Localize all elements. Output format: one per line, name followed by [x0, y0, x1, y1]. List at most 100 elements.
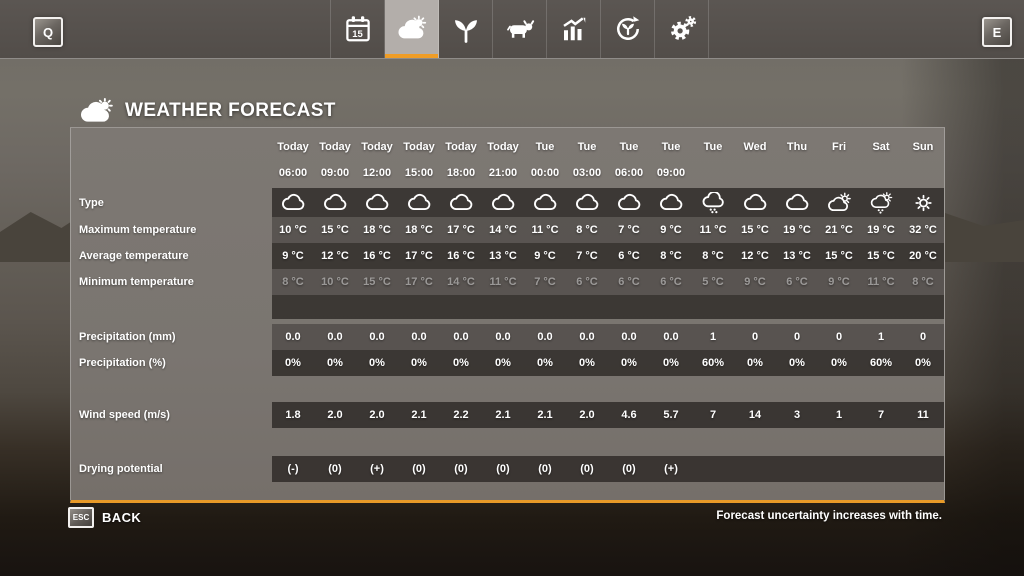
- row-label: Precipitation (mm): [79, 331, 176, 343]
- weather-cloud-icon: [608, 188, 650, 217]
- back-label: BACK: [102, 510, 142, 525]
- column-time-header: 03:00: [572, 167, 602, 179]
- forecast-cell: 0.0: [495, 331, 511, 343]
- weather-cloud-icon: [734, 188, 776, 217]
- tab-statistics[interactable]: [547, 0, 601, 58]
- forecast-cell: 0%: [495, 357, 511, 369]
- forecast-cell: 7 °C: [534, 276, 556, 288]
- forecast-cell: 0%: [579, 357, 595, 369]
- forecast-cell: 15 °C: [867, 250, 895, 262]
- forecast-cell: 2.2: [453, 409, 469, 421]
- forecast-cell: 18 °C: [363, 224, 391, 236]
- page-title: WEATHER FORECAST: [125, 100, 336, 121]
- forecast-cell: [818, 456, 860, 482]
- tab-plants[interactable]: [439, 0, 493, 58]
- tab-animals[interactable]: [493, 0, 547, 58]
- forecast-cell: [776, 456, 818, 482]
- forecast-cell: 0.0: [663, 331, 679, 343]
- tab-growth[interactable]: [601, 0, 655, 58]
- weather-cloud-icon: [272, 188, 314, 217]
- column-day-header: Today: [319, 141, 351, 153]
- forecast-cell: 0%: [747, 357, 763, 369]
- forecast-cell: 1: [877, 331, 885, 343]
- column-time-header: [734, 160, 776, 186]
- weather-cloud-icon: [650, 188, 692, 217]
- forecast-cell: 15 °C: [741, 224, 769, 236]
- forecast-cell: 14: [748, 409, 762, 421]
- forecast-cell: (0): [580, 463, 594, 475]
- column-day-header: Tue: [535, 141, 555, 153]
- hotkey-esc-button[interactable]: ESC: [68, 507, 94, 528]
- forecast-panel: Today Today Today Today Today Today Tue Tue Tue T…: [70, 127, 945, 503]
- forecast-cell: (+): [370, 463, 384, 475]
- forecast-cell: 11 °C: [867, 276, 895, 288]
- forecast-cell: (0): [454, 463, 468, 475]
- column-day-header: Today: [487, 141, 519, 153]
- forecast-cell: 8 °C: [912, 276, 934, 288]
- row-label: Average temperature: [79, 250, 189, 262]
- weather-sunshower-icon: [860, 188, 902, 217]
- tab-calendar[interactable]: 15: [331, 0, 385, 58]
- column-day-header: Today: [403, 141, 435, 153]
- forecast-cell: 9 °C: [660, 224, 682, 236]
- forecast-cell: 13 °C: [783, 250, 811, 262]
- forecast-cell: 1: [709, 331, 717, 343]
- forecast-cell: 12 °C: [741, 250, 769, 262]
- page-title-row: WEATHER FORECAST: [78, 98, 336, 124]
- statistics-icon: [559, 14, 589, 44]
- forecast-cell: 19 °C: [783, 224, 811, 236]
- weather-cloud-icon: [566, 188, 608, 217]
- row-label: Precipitation (%): [79, 357, 166, 369]
- forecast-cell: [734, 456, 776, 482]
- back-button[interactable]: ESC BACK: [68, 507, 141, 528]
- forecast-cell: 1.8: [285, 409, 301, 421]
- weather-rain-icon: [692, 188, 734, 217]
- forecast-cell: 14 °C: [489, 224, 517, 236]
- column-time-header: 06:00: [278, 167, 308, 179]
- column-time-header: 15:00: [404, 167, 434, 179]
- forecast-cell: 20 °C: [909, 250, 937, 262]
- forecast-cell: 11: [917, 409, 929, 421]
- hotkey-q-button[interactable]: Q: [33, 17, 63, 47]
- forecast-cell: 0.0: [369, 331, 385, 343]
- forecast-cell: [860, 456, 902, 482]
- forecast-cell: 2.1: [537, 409, 553, 421]
- row-label: Wind speed (m/s): [79, 409, 170, 421]
- forecast-cell: 10 °C: [321, 276, 349, 288]
- forecast-cell: 6 °C: [786, 276, 808, 288]
- forecast-cell: 0.0: [537, 331, 553, 343]
- forecast-cell: (-): [287, 463, 299, 475]
- forecast-cell: 0%: [831, 357, 847, 369]
- row-label: [71, 134, 272, 160]
- column-day-header: Tue: [703, 141, 723, 153]
- plants-icon: [451, 14, 481, 44]
- forecast-cell: 15 °C: [363, 276, 391, 288]
- weather-icon: [397, 14, 427, 44]
- forecast-cell: 8 °C: [282, 276, 304, 288]
- forecast-cell: 15 °C: [825, 250, 853, 262]
- weather-sun-icon: [902, 188, 944, 217]
- tab-weather[interactable]: [385, 0, 439, 58]
- forecast-cell: 2.1: [411, 409, 427, 421]
- growth-icon: [613, 14, 643, 44]
- uncertainty-note: Forecast uncertainty increases with time…: [716, 510, 942, 522]
- animals-icon: [505, 14, 535, 44]
- forecast-cell: 0%: [663, 357, 679, 369]
- forecast-cell: 6 °C: [618, 276, 640, 288]
- forecast-cell: (0): [496, 463, 510, 475]
- tab-settings[interactable]: [655, 0, 709, 58]
- forecast-cell: 0%: [369, 357, 385, 369]
- forecast-cell: 60%: [701, 357, 725, 369]
- forecast-cell: 0%: [789, 357, 805, 369]
- forecast-cell: 0.0: [621, 331, 637, 343]
- forecast-cell: 0%: [915, 357, 931, 369]
- forecast-cell: 6 °C: [618, 250, 640, 262]
- forecast-cell: 1: [835, 409, 843, 421]
- hotkey-e-button[interactable]: E: [982, 17, 1012, 47]
- forecast-cell: 0%: [621, 357, 637, 369]
- forecast-cell: 0: [919, 331, 927, 343]
- forecast-cell: 7 °C: [576, 250, 598, 262]
- forecast-cell: 0: [835, 331, 843, 343]
- weather-cloud-icon: [482, 188, 524, 217]
